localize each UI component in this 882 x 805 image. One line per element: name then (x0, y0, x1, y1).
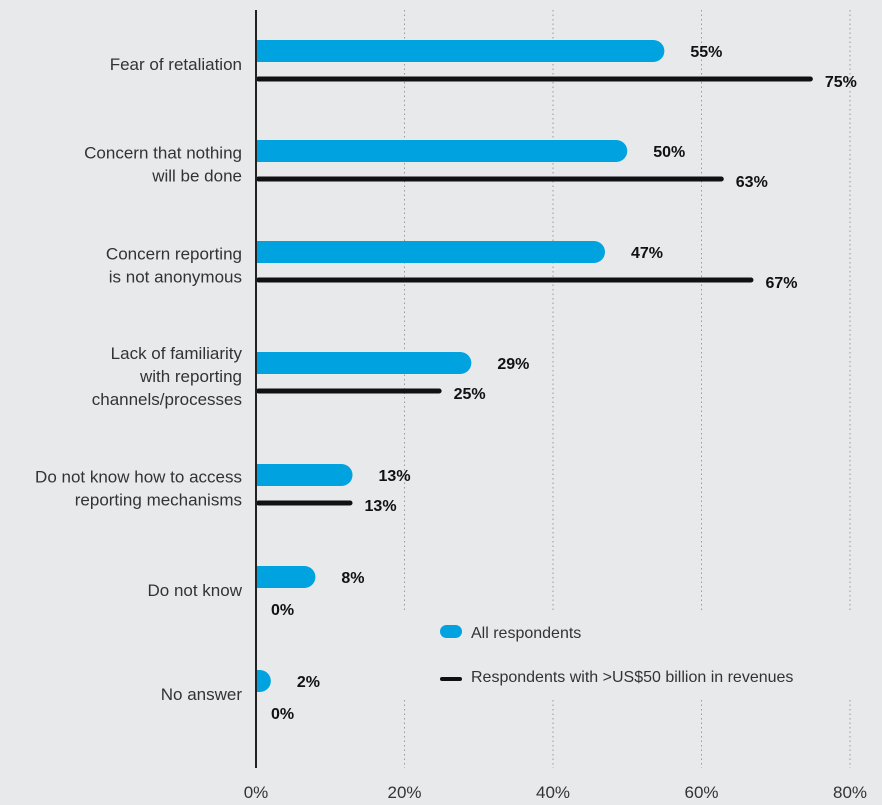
bar-all-respondents (256, 566, 316, 588)
x-tick-labels: 0% 20% 40% 60% 80% (244, 783, 867, 802)
x-tick-label: 20% (387, 783, 421, 802)
value-label-all-respondents: 47% (631, 245, 663, 262)
value-label-large-revenue: 75% (825, 74, 857, 91)
value-label-large-revenue: 63% (736, 174, 768, 191)
legend: All respondents Respondents with >US$50 … (440, 625, 793, 686)
legend-swatch-large-revenue (440, 677, 462, 681)
category-label: Do not know how to access reporting mecha… (35, 468, 242, 510)
value-label-all-respondents: 29% (497, 356, 529, 373)
bar-all-respondents (256, 464, 353, 486)
value-label-large-revenue: 0% (271, 706, 294, 723)
bar-large-revenue (256, 500, 353, 506)
value-label-all-respondents: 50% (653, 144, 685, 161)
legend-label-large-revenue: Respondents with >US$50 billion in reven… (471, 669, 793, 686)
category-label: Lack of familiarity with reporting channel… (92, 344, 243, 409)
value-label-large-revenue: 0% (271, 602, 294, 619)
legend-label-all-respondents: All respondents (471, 625, 581, 642)
bar-large-revenue (256, 277, 754, 283)
category-label: Concern reporting is not anonymous (106, 245, 242, 287)
bar-large-revenue (256, 76, 813, 82)
x-tick-label: 80% (833, 783, 867, 802)
bar-all-respondents (256, 670, 271, 692)
x-tick-label: 0% (244, 783, 269, 802)
category-label: Do not know (148, 581, 243, 600)
category-labels: Fear of retaliation Concern that nothing w… (35, 55, 243, 704)
category-label: No answer (161, 685, 243, 704)
value-label-all-respondents: 55% (690, 44, 722, 61)
legend-swatch-all-respondents (440, 625, 462, 638)
value-label-large-revenue: 13% (365, 498, 397, 515)
value-label-all-respondents: 2% (297, 674, 320, 691)
bar-all-respondents (256, 40, 665, 62)
category-label: Fear of retaliation (110, 55, 242, 74)
bars (256, 40, 813, 692)
grid-lines (404, 10, 851, 768)
value-label-large-revenue: 25% (454, 386, 486, 403)
bar-large-revenue (256, 388, 442, 394)
value-label-all-respondents: 13% (379, 468, 411, 485)
value-labels: 55%75%50%63%47%67%29%25%13%13%8%0%2%0% (271, 44, 857, 723)
value-label-all-respondents: 8% (341, 570, 364, 587)
category-label: Concern that nothing will be done (84, 144, 242, 186)
bar-all-respondents (256, 140, 628, 162)
x-tick-label: 60% (684, 783, 718, 802)
x-tick-label: 40% (536, 783, 570, 802)
bar-large-revenue (256, 176, 724, 182)
bar-all-respondents (256, 352, 472, 374)
bar-all-respondents (256, 241, 605, 263)
value-label-large-revenue: 67% (765, 275, 797, 292)
